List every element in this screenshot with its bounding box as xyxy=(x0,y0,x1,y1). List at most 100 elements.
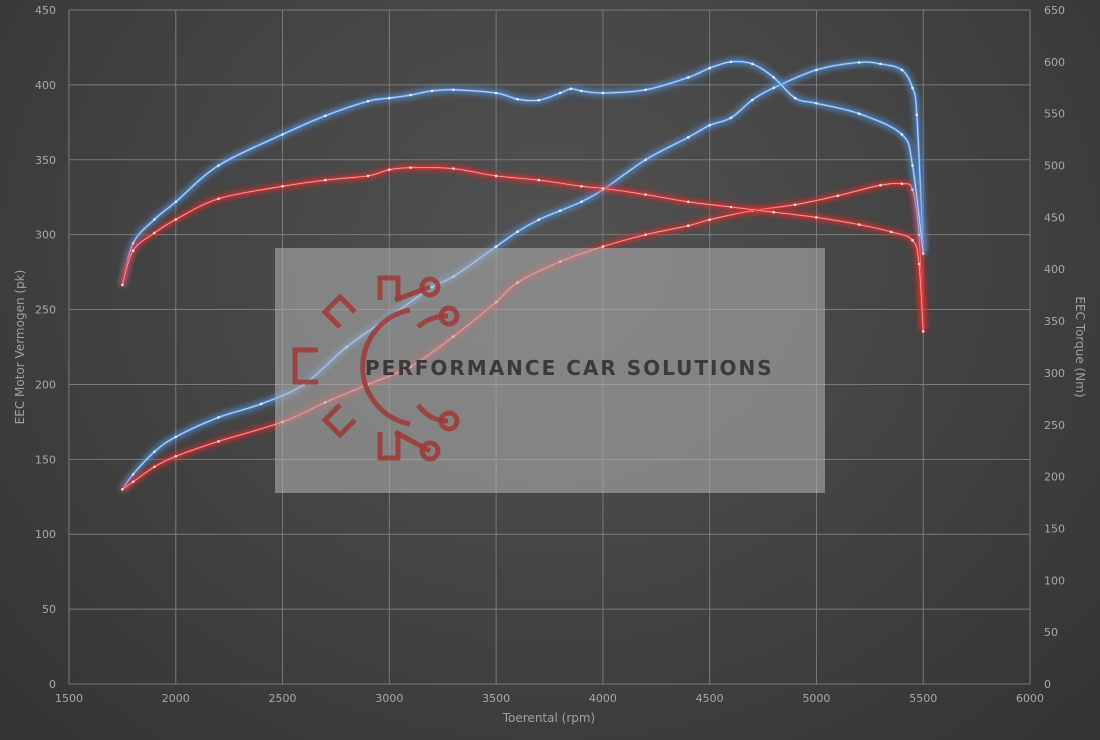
series-point xyxy=(494,91,498,95)
series-point xyxy=(580,200,583,203)
y-right-tick-label: 500 xyxy=(1044,160,1065,173)
series-point xyxy=(857,223,861,226)
y-right-tick-label: 200 xyxy=(1044,471,1065,484)
series-point xyxy=(772,210,775,214)
series-point xyxy=(857,112,861,115)
series-point xyxy=(366,174,370,178)
series-point xyxy=(153,231,156,235)
series-point xyxy=(900,68,904,72)
series-point xyxy=(687,200,690,204)
x-tick-label: 4000 xyxy=(589,692,617,705)
series-point xyxy=(324,114,327,118)
x-tick-label: 4500 xyxy=(696,692,724,705)
series-point xyxy=(889,230,893,234)
y-left-tick-labels: 0 50 100 150 200 250 300 350 400 450 xyxy=(35,4,56,691)
y-right-tick-label: 600 xyxy=(1044,56,1065,69)
y-left-tick-label: 50 xyxy=(42,603,56,616)
series-point xyxy=(537,98,541,102)
series-point xyxy=(815,102,818,105)
series-point xyxy=(708,218,711,221)
series-point xyxy=(911,86,914,90)
series-point xyxy=(217,164,220,167)
series-point xyxy=(793,203,797,206)
y-left-tick-label: 350 xyxy=(35,154,56,167)
series-point xyxy=(153,450,156,454)
series-point xyxy=(900,133,904,136)
series-point xyxy=(388,96,391,100)
y-right-tick-label: 0 xyxy=(1044,678,1051,691)
series-point xyxy=(516,230,519,233)
series-point xyxy=(815,216,818,219)
series-point xyxy=(217,440,220,443)
series-point xyxy=(751,62,754,66)
y-left-tick-label: 100 xyxy=(35,528,56,541)
series-point xyxy=(687,136,690,139)
x-tick-label: 3000 xyxy=(375,692,403,705)
series-point xyxy=(324,178,327,182)
series-point xyxy=(793,96,797,100)
series-point xyxy=(131,249,135,252)
gear-circuit-icon xyxy=(292,275,460,462)
series-point xyxy=(772,76,775,79)
series-point xyxy=(911,164,914,167)
series-point xyxy=(388,168,391,171)
series-point xyxy=(708,66,711,70)
series-point xyxy=(580,185,583,188)
y-right-tick-label: 550 xyxy=(1044,108,1065,121)
y-right-tick-label: 100 xyxy=(1044,574,1065,587)
series-point xyxy=(644,233,647,236)
watermark: PERFORMANCE CAR SOLUTIONS xyxy=(275,248,825,493)
series-point xyxy=(921,252,925,255)
series-point xyxy=(900,182,904,185)
series-point xyxy=(857,61,861,64)
series-point xyxy=(601,91,605,95)
y-right-tick-label: 400 xyxy=(1044,263,1065,276)
series-point xyxy=(729,60,733,64)
series-point xyxy=(644,88,647,92)
y-right-tick-label: 50 xyxy=(1044,626,1058,639)
series-point xyxy=(537,178,541,182)
series-point xyxy=(729,205,733,209)
series-point xyxy=(815,68,818,72)
series-point xyxy=(121,488,124,491)
x-tick-label: 6000 xyxy=(1016,692,1044,705)
series-point xyxy=(558,209,562,212)
watermark-panel xyxy=(275,248,825,493)
series-point xyxy=(836,194,840,197)
x-tick-label: 3500 xyxy=(482,692,510,705)
y-left-tick-label: 300 xyxy=(35,229,56,242)
x-tick-label: 5000 xyxy=(802,692,830,705)
y-right-tick-label: 150 xyxy=(1044,522,1065,535)
x-tick-label: 2000 xyxy=(162,692,190,705)
series-point xyxy=(516,97,519,101)
series-point xyxy=(217,416,220,419)
x-tick-label: 1500 xyxy=(55,692,83,705)
x-axis-title: Toerental (rpm) xyxy=(502,711,595,725)
y-left-tick-label: 250 xyxy=(35,304,56,317)
y-left-tick-label: 200 xyxy=(35,378,56,391)
y-right-tick-labels: 0 50 100 150 200 250 300 350 400 450 500 550 600 650 xyxy=(1044,4,1065,691)
series-point xyxy=(281,133,284,136)
series-point xyxy=(121,283,124,287)
series-point xyxy=(217,197,220,200)
series-point xyxy=(879,183,882,187)
series-point xyxy=(153,465,156,469)
series-point xyxy=(915,113,919,117)
series-point xyxy=(537,218,541,221)
x-tick-label: 5500 xyxy=(909,692,937,705)
series-point xyxy=(921,330,925,333)
series-point xyxy=(409,93,413,97)
series-point xyxy=(917,262,921,266)
series-point xyxy=(281,185,284,188)
series-point xyxy=(174,200,178,204)
series-point xyxy=(494,245,498,248)
series-3-torque xyxy=(121,166,925,333)
series-point xyxy=(601,245,605,248)
y-left-tick-label: 0 xyxy=(49,678,56,691)
y-right-tick-label: 350 xyxy=(1044,315,1065,328)
series-point xyxy=(911,238,914,242)
series-point xyxy=(430,89,434,93)
y-right-tick-label: 300 xyxy=(1044,367,1065,380)
y-left-axis-title: EEC Motor Vermogen (pk) xyxy=(13,270,27,425)
